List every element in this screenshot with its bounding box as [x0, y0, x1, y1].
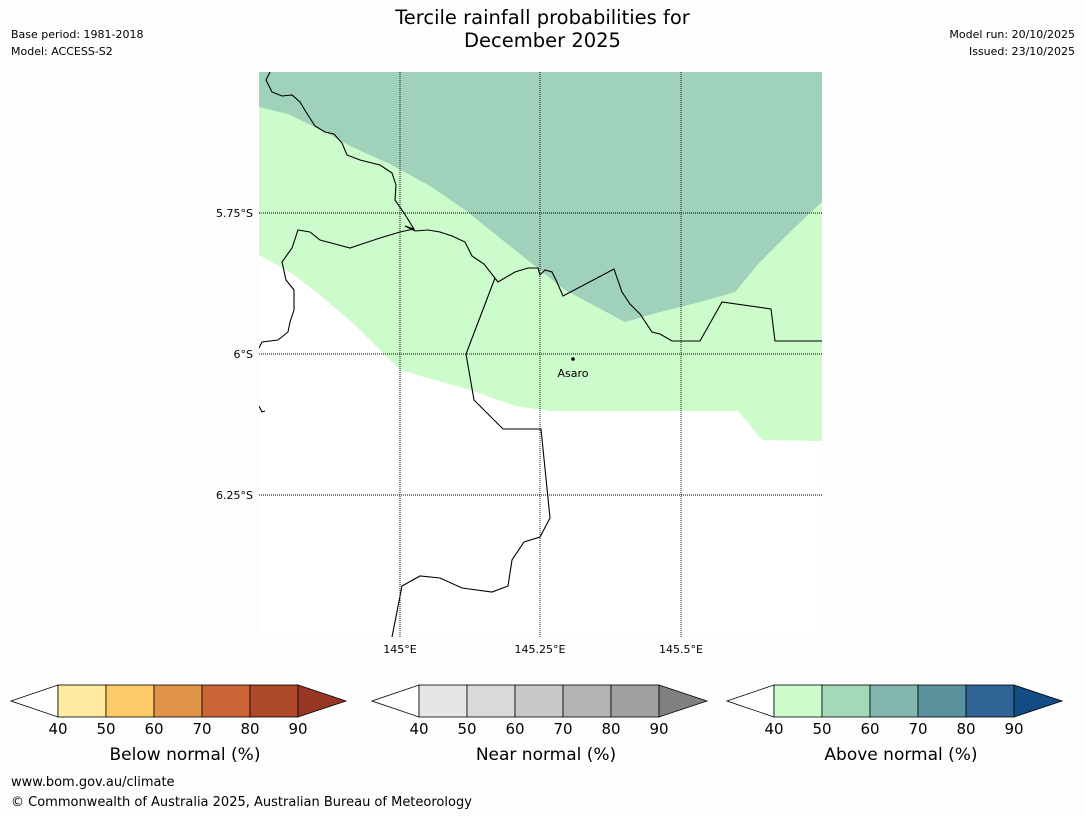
colorbar-min-extend	[726, 684, 775, 718]
title-line-2: December 2025	[464, 29, 621, 52]
colorbar-swatch-70	[201, 684, 251, 718]
colorbar-swatch-50	[105, 684, 155, 718]
colorbar-tick-label: 70	[192, 720, 212, 738]
lat-label-6-25: 6.25°S	[216, 489, 253, 502]
colorbar-tick-label: 80	[240, 720, 260, 738]
colorbar-below-ticks: 40 50 60 70 80 90	[10, 720, 360, 740]
colorbar-tick-label: 90	[1004, 720, 1024, 738]
colorbar-swatch-60	[869, 684, 919, 718]
colorbar-swatch-40	[773, 684, 823, 718]
colorbar-swatch-60	[153, 684, 203, 718]
lon-label-145-25: 145.25°E	[515, 643, 566, 656]
issued-date: Issued: 23/10/2025	[968, 45, 1075, 58]
colorbar-tick-label: 50	[812, 720, 832, 738]
colorbar-swatch-40	[418, 684, 468, 718]
border-west	[259, 228, 415, 349]
title-line-1: Tercile rainfall probabilities for	[395, 6, 690, 29]
colorbar-above-swatches	[726, 684, 1064, 718]
lat-label-5-75: 5.75°S	[216, 207, 253, 220]
colorbar-tick-label: 80	[956, 720, 976, 738]
colorbar-max-extend	[297, 684, 348, 718]
base-period: Base period: 1981-2018	[11, 28, 144, 41]
colorbar-near-label: Near normal (%)	[475, 745, 617, 765]
colorbar-tick-label: 50	[96, 720, 116, 738]
border-central	[391, 277, 551, 637]
colorbar-tick-label: 70	[908, 720, 928, 738]
colorbar-tick-label: 60	[505, 720, 525, 738]
model-run: Model run: 20/10/2025	[949, 28, 1075, 41]
colorbar-below-normal: 40 50 60 70 80 90 Below normal (%)	[10, 684, 360, 784]
colorbar-tick-label: 80	[601, 720, 621, 738]
coastline	[265, 72, 822, 342]
colorbar-tick-label: 90	[288, 720, 308, 738]
colorbar-tick-label: 70	[553, 720, 573, 738]
colorbar-below-label: Below normal (%)	[109, 745, 261, 765]
coast-fragment	[259, 405, 266, 413]
colorbar-swatch-50	[466, 684, 516, 718]
town-label: Asaro	[557, 367, 588, 380]
colorbar-tick-label: 40	[764, 720, 784, 738]
colorbar-below-swatches	[10, 684, 348, 718]
colorbar-swatch-80	[249, 684, 299, 718]
colorbar-min-extend	[371, 684, 420, 718]
lon-label-145-5: 145.5°E	[659, 643, 703, 656]
model-name: Model: ACCESS-S2	[11, 45, 113, 58]
colorbar-max-extend	[1013, 684, 1064, 718]
colorbar-min-extend	[10, 684, 59, 718]
footer-url[interactable]: www.bom.gov.au/climate	[11, 775, 175, 790]
forecast-map: Asaro 5.75°S 6°S 6.25°S 145°E 145.25°E 1…	[216, 72, 822, 656]
colorbar-tick-label: 60	[144, 720, 164, 738]
colorbar-tick-label: 40	[409, 720, 429, 738]
lat-label-6: 6°S	[234, 348, 253, 361]
meta-left: Base period: 1981-2018 Model: ACCESS-S2	[11, 26, 143, 60]
colorbar-above-normal: 40 50 60 70 80 90 Above normal (%)	[726, 684, 1076, 784]
colorbar-above-label: Above normal (%)	[824, 745, 978, 765]
colorbar-swatch-50	[821, 684, 871, 718]
colorbar-swatch-80	[610, 684, 660, 718]
colorbar-near-ticks: 40 50 60 70 80 90	[371, 720, 721, 740]
colorbar-tick-label: 40	[48, 720, 68, 738]
meta-right: Model run: 20/10/2025 Issued: 23/10/2025	[949, 26, 1075, 60]
town-marker	[571, 357, 575, 361]
colorbar-tick-label: 60	[860, 720, 880, 738]
colorbar-swatch-80	[965, 684, 1015, 718]
colorbar-swatch-40	[57, 684, 107, 718]
colorbar-above-ticks: 40 50 60 70 80 90	[726, 720, 1076, 740]
colorbar-near-normal: 40 50 60 70 80 90 Near normal (%)	[371, 684, 721, 784]
colorbar-swatch-70	[917, 684, 967, 718]
colorbar-near-swatches	[371, 684, 709, 718]
colorbar-tick-label: 90	[649, 720, 669, 738]
chart-title: Tercile rainfall probabilities for Decem…	[0, 6, 1085, 52]
colorbar-tick-label: 50	[457, 720, 477, 738]
colorbar-max-extend	[658, 684, 709, 718]
lon-label-145: 145°E	[383, 643, 416, 656]
footer-copyright: © Commonwealth of Australia 2025, Austra…	[11, 795, 472, 810]
colorbar-swatch-60	[514, 684, 564, 718]
colorbar-swatch-70	[562, 684, 612, 718]
